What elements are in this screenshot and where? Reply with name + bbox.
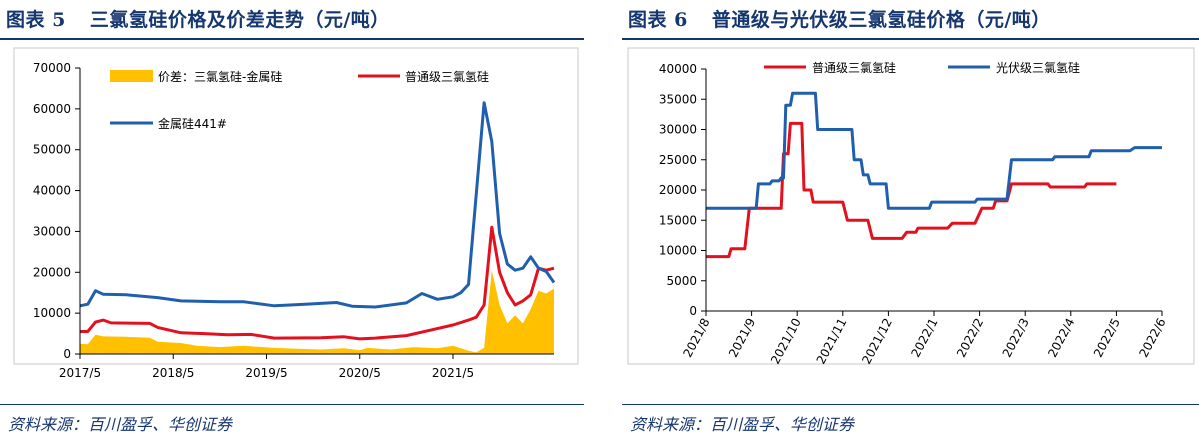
figure-5-panel: 图表 5 三氯氢硅价格及价差走势（元/吨） 0 10000 20000 30000 400… bbox=[0, 0, 584, 439]
x-tick-label: 2021/12 bbox=[859, 316, 895, 367]
x-tick-label: 2021/9 bbox=[726, 316, 758, 360]
series-spread-area bbox=[80, 270, 554, 354]
legend-silicon-441-label: 金属硅441# bbox=[158, 116, 227, 131]
figure-5-heading: 图表 5 三氯氢硅价格及价差走势（元/吨） bbox=[6, 5, 390, 32]
x-tick-label: 2021/11 bbox=[814, 316, 850, 367]
y-tick-label: 50000 bbox=[33, 143, 71, 157]
figure-5-title: 三氯氢硅价格及价差走势（元/吨） bbox=[89, 9, 390, 31]
x-tick-label: 2022/5 bbox=[1091, 316, 1123, 360]
y-tick-label: 0 bbox=[689, 304, 697, 318]
figure-5-label: 图表 5 bbox=[6, 9, 66, 31]
legend-pv-tcs-label: 光伏级三氯氢硅 bbox=[996, 60, 1080, 75]
x-tick-label: 2017/5 bbox=[59, 366, 101, 380]
x-tick-label: 2022/2 bbox=[954, 316, 986, 360]
series-silicon-441-line bbox=[79, 101, 556, 309]
figure-6-panel: 图表 6 普通级与光伏级三氯氢硅价格（元/吨） 0 5000 10000 15000 20… bbox=[622, 0, 1199, 439]
figure-6-heading: 图表 6 普通级与光伏级三氯氢硅价格（元/吨） bbox=[628, 5, 1051, 32]
x-tick-label: 2022/1 bbox=[908, 316, 940, 360]
chart-frame bbox=[13, 47, 579, 365]
y-tick-label: 10000 bbox=[659, 244, 697, 258]
figure-5-chart: 0 10000 20000 30000 40000 50000 60000 70000 2017… bbox=[13, 47, 579, 380]
x-tick-label: 2021/8 bbox=[680, 316, 712, 360]
series-pv-tcs-line bbox=[706, 91, 1162, 210]
figure-6-chart: 0 5000 10000 15000 20000 25000 30000 35000 40000… bbox=[627, 47, 1195, 367]
y-tick-label: 5000 bbox=[666, 274, 697, 288]
legend-spread-swatch bbox=[110, 70, 153, 82]
x-tick-label: 2018/5 bbox=[152, 366, 194, 380]
figure-6-source: 资料来源：百川盈孚、华创证券 bbox=[630, 415, 855, 434]
figure-5-source-rule bbox=[0, 404, 584, 405]
x-tick-label: 2022/3 bbox=[1000, 316, 1032, 360]
legend-standard-tcs-label: 普通级三氯氢硅 bbox=[812, 60, 896, 75]
x-tick-label: 2021/5 bbox=[432, 366, 474, 380]
y-tick-label: 30000 bbox=[33, 224, 71, 238]
y-tick-label: 40000 bbox=[33, 184, 71, 198]
y-tick-label: 70000 bbox=[33, 61, 71, 75]
y-tick-label: 30000 bbox=[659, 123, 697, 137]
figure-5-source: 资料来源：百川盈孚、华创证券 bbox=[8, 415, 233, 434]
y-tick-label: 10000 bbox=[33, 306, 71, 320]
y-tick-label: 35000 bbox=[659, 92, 697, 106]
y-tick-label: 40000 bbox=[659, 62, 697, 76]
y-tick-label: 20000 bbox=[33, 265, 71, 279]
x-tick-label: 2022/6 bbox=[1136, 316, 1168, 360]
y-tick-label: 25000 bbox=[659, 153, 697, 167]
y-tick-label: 20000 bbox=[659, 183, 697, 197]
x-tick-label: 2021/10 bbox=[768, 316, 804, 367]
x-tick-label: 2022/4 bbox=[1045, 316, 1077, 360]
series-standard-tcs-line bbox=[706, 121, 1117, 259]
legend-spread-label: 价差：三氯氢硅-金属硅 bbox=[158, 69, 282, 84]
x-tick-label: 2020/5 bbox=[339, 366, 381, 380]
legend-standard-tcs-label: 普通级三氯氢硅 bbox=[405, 69, 489, 84]
figure-6-title-rule bbox=[622, 38, 1199, 40]
chart-frame bbox=[627, 47, 1195, 365]
figure-6-source-rule bbox=[622, 404, 1199, 405]
y-tick-label: 60000 bbox=[33, 102, 71, 116]
figure-5-title-rule bbox=[0, 38, 584, 40]
series-standard-tcs-line bbox=[80, 225, 555, 341]
x-tick-label: 2019/5 bbox=[245, 366, 287, 380]
y-tick-label: 0 bbox=[63, 347, 71, 361]
y-tick-label: 15000 bbox=[659, 213, 697, 227]
figure-6-title: 普通级与光伏级三氯氢硅价格（元/吨） bbox=[711, 9, 1051, 31]
figure-6-label: 图表 6 bbox=[628, 9, 688, 31]
